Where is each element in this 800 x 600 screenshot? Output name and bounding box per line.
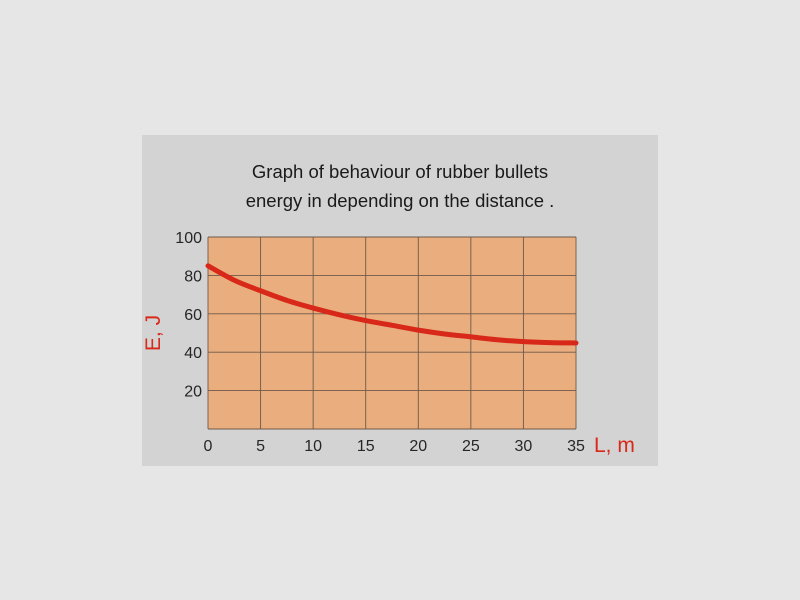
plot-area <box>208 237 576 429</box>
y-tick-label: 80 <box>184 268 202 285</box>
x-tick-label: 0 <box>204 438 213 455</box>
x-tick-label: 20 <box>409 438 427 455</box>
x-tick-label: 30 <box>515 438 533 455</box>
chart-panel: Graph of behaviour of rubber bullets ene… <box>142 135 658 466</box>
x-tick-label: 15 <box>357 438 375 455</box>
energy-distance-chart: 0 5 10 15 20 25 30 35 20 40 60 80 100 L, m E, J <box>142 230 635 457</box>
x-tick-label: 10 <box>304 438 322 455</box>
x-tick-label: 5 <box>256 438 265 455</box>
y-tick-labels: 20 40 60 80 100 <box>175 230 202 401</box>
x-tick-label: 35 <box>567 438 585 455</box>
chart-title-line-2: energy in depending on the distance . <box>245 190 555 211</box>
y-tick-label: 100 <box>175 230 202 247</box>
chart-title: Graph of behaviour of rubber bullets ene… <box>142 157 658 215</box>
x-axis-label: L, m <box>594 434 635 457</box>
y-tick-label: 20 <box>184 384 202 401</box>
y-tick-label: 60 <box>184 307 202 324</box>
chart-title-line-1: Graph of behaviour of rubber bullets <box>251 161 549 182</box>
x-tick-label: 25 <box>462 438 480 455</box>
x-tick-labels: 0 5 10 15 20 25 30 35 <box>204 438 585 455</box>
grid-lines <box>207 236 577 430</box>
series-line <box>205 263 579 346</box>
y-tick-label: 40 <box>184 345 202 362</box>
y-axis-label: E, J <box>142 315 165 351</box>
